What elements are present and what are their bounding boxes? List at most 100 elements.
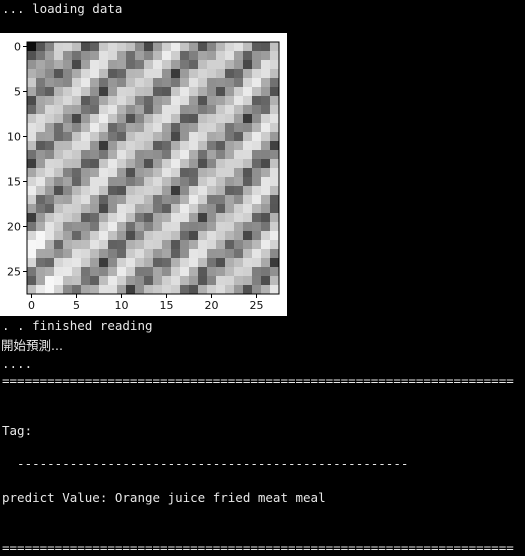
heatmap-cell: [63, 249, 73, 259]
heatmap-cell: [126, 285, 136, 295]
heatmap-cell: [252, 276, 262, 286]
heatmap-cell: [63, 285, 73, 295]
heatmap-cell: [117, 204, 127, 214]
heatmap-cell: [126, 195, 136, 205]
heatmap-cell: [162, 87, 172, 97]
heatmap-cell: [234, 222, 244, 232]
heatmap-cell: [189, 141, 199, 151]
heatmap-cell: [72, 132, 82, 142]
x-tick-label: 10: [115, 299, 129, 312]
heatmap-cell: [225, 123, 235, 133]
heatmap-cell: [45, 222, 55, 232]
heatmap-cell: [189, 114, 199, 124]
heatmap-cell: [225, 159, 235, 169]
heatmap-cell: [153, 258, 163, 268]
heatmap-cell: [63, 87, 73, 97]
heatmap-cell: [153, 213, 163, 223]
heatmap-cell: [189, 78, 199, 88]
heatmap-cell: [198, 267, 208, 277]
heatmap-cell: [81, 204, 91, 214]
heatmap-cell: [225, 186, 235, 196]
heatmap-cell: [81, 69, 91, 79]
heatmap-cell: [45, 186, 55, 196]
heatmap-cell: [99, 96, 109, 106]
heatmap-cell: [144, 78, 154, 88]
heatmap-cell: [63, 267, 73, 277]
heatmap-cell: [36, 195, 46, 205]
heatmap-cell: [216, 159, 226, 169]
heatmap-cell: [90, 177, 100, 187]
heatmap-cell: [63, 186, 73, 196]
heatmap-cell: [171, 87, 181, 97]
heatmap-cell: [27, 177, 37, 187]
heatmap-cell: [270, 285, 280, 295]
heatmap-cell: [153, 114, 163, 124]
heatmap-cell: [126, 204, 136, 214]
heatmap-cell: [234, 276, 244, 286]
heatmap-cell: [207, 231, 217, 241]
heatmap-cell: [72, 159, 82, 169]
heatmap-cell: [180, 141, 190, 151]
heatmap-cell: [99, 285, 109, 295]
heatmap-cell: [99, 51, 109, 61]
heatmap-cell: [153, 276, 163, 286]
heatmap-cell: [135, 87, 145, 97]
heatmap-cell: [198, 159, 208, 169]
heatmap-cell: [171, 60, 181, 70]
heatmap-cell: [225, 42, 235, 52]
heatmap-cell: [171, 51, 181, 61]
heatmap-cell: [99, 141, 109, 151]
heatmap-cell: [54, 105, 64, 115]
heatmap-cell: [243, 78, 253, 88]
heatmap-cell: [171, 96, 181, 106]
heatmap-cell: [225, 105, 235, 115]
heatmap-cell: [180, 87, 190, 97]
heatmap-cell: [90, 258, 100, 268]
heatmap-cell: [135, 96, 145, 106]
heatmap-cell: [198, 69, 208, 79]
heatmap-cell: [90, 87, 100, 97]
heatmap-cell: [207, 222, 217, 232]
heatmap-cell: [216, 42, 226, 52]
heatmap-cell: [216, 240, 226, 250]
heatmap-cell: [27, 159, 37, 169]
heatmap-cell: [162, 78, 172, 88]
heatmap-cell: [198, 123, 208, 133]
heatmap-cell: [135, 249, 145, 259]
heatmap-cell: [81, 159, 91, 169]
heatmap-cell: [234, 213, 244, 223]
heatmap-cell: [243, 222, 253, 232]
heatmap-cell: [90, 213, 100, 223]
heatmap-cell: [162, 258, 172, 268]
heatmap-cell: [117, 96, 127, 106]
heatmap-cell: [252, 150, 262, 160]
heatmap-cell: [45, 96, 55, 106]
heatmap-cell: [153, 60, 163, 70]
heatmap-cell: [270, 42, 280, 52]
heatmap-cell: [99, 123, 109, 133]
heatmap-cell: [171, 123, 181, 133]
heatmap-cell: [45, 195, 55, 205]
heatmap-cell: [72, 213, 82, 223]
heatmap-cell: [27, 60, 37, 70]
heatmap-cell: [45, 240, 55, 250]
heatmap-cell: [90, 150, 100, 160]
heatmap-cell: [261, 87, 271, 97]
heatmap-cell: [225, 96, 235, 106]
heatmap-cell: [90, 285, 100, 295]
heatmap-cell: [234, 168, 244, 178]
heatmap-cell: [72, 231, 82, 241]
heatmap-cell: [189, 168, 199, 178]
heatmap-cell: [117, 51, 127, 61]
heatmap-cell: [117, 141, 127, 151]
heatmap-cell: [162, 123, 172, 133]
heatmap-cell: [180, 213, 190, 223]
heatmap-cell: [63, 51, 73, 61]
heatmap-cell: [99, 240, 109, 250]
heatmap-cell: [171, 141, 181, 151]
heatmap-cell: [108, 231, 118, 241]
heatmap-cell: [270, 195, 280, 205]
heatmap-cell: [108, 240, 118, 250]
heatmap-cell: [54, 123, 64, 133]
heatmap-cell: [207, 195, 217, 205]
